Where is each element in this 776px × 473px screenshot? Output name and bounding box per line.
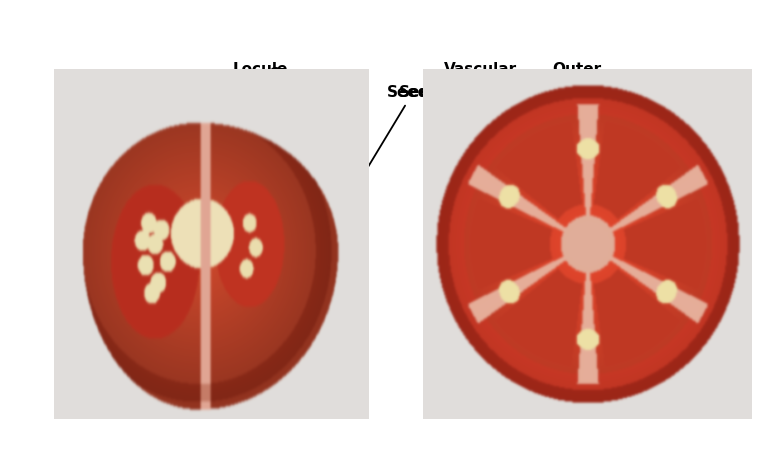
Text: Outer
pericarp: Outer pericarp bbox=[541, 62, 613, 116]
Text: Locule: Locule bbox=[233, 62, 288, 112]
Text: Stem scar: Stem scar bbox=[159, 86, 251, 200]
Text: Seeds: Seeds bbox=[399, 86, 483, 184]
Text: Cuticle: Cuticle bbox=[114, 82, 173, 136]
Text: Seeds: Seeds bbox=[349, 86, 438, 198]
Text: Core: Core bbox=[268, 67, 308, 200]
Text: Radial
pericarp: Radial pericarp bbox=[608, 114, 679, 185]
Text: Vascular
bundles: Vascular bundles bbox=[444, 62, 518, 130]
Text: Placenta: Placenta bbox=[114, 137, 189, 227]
